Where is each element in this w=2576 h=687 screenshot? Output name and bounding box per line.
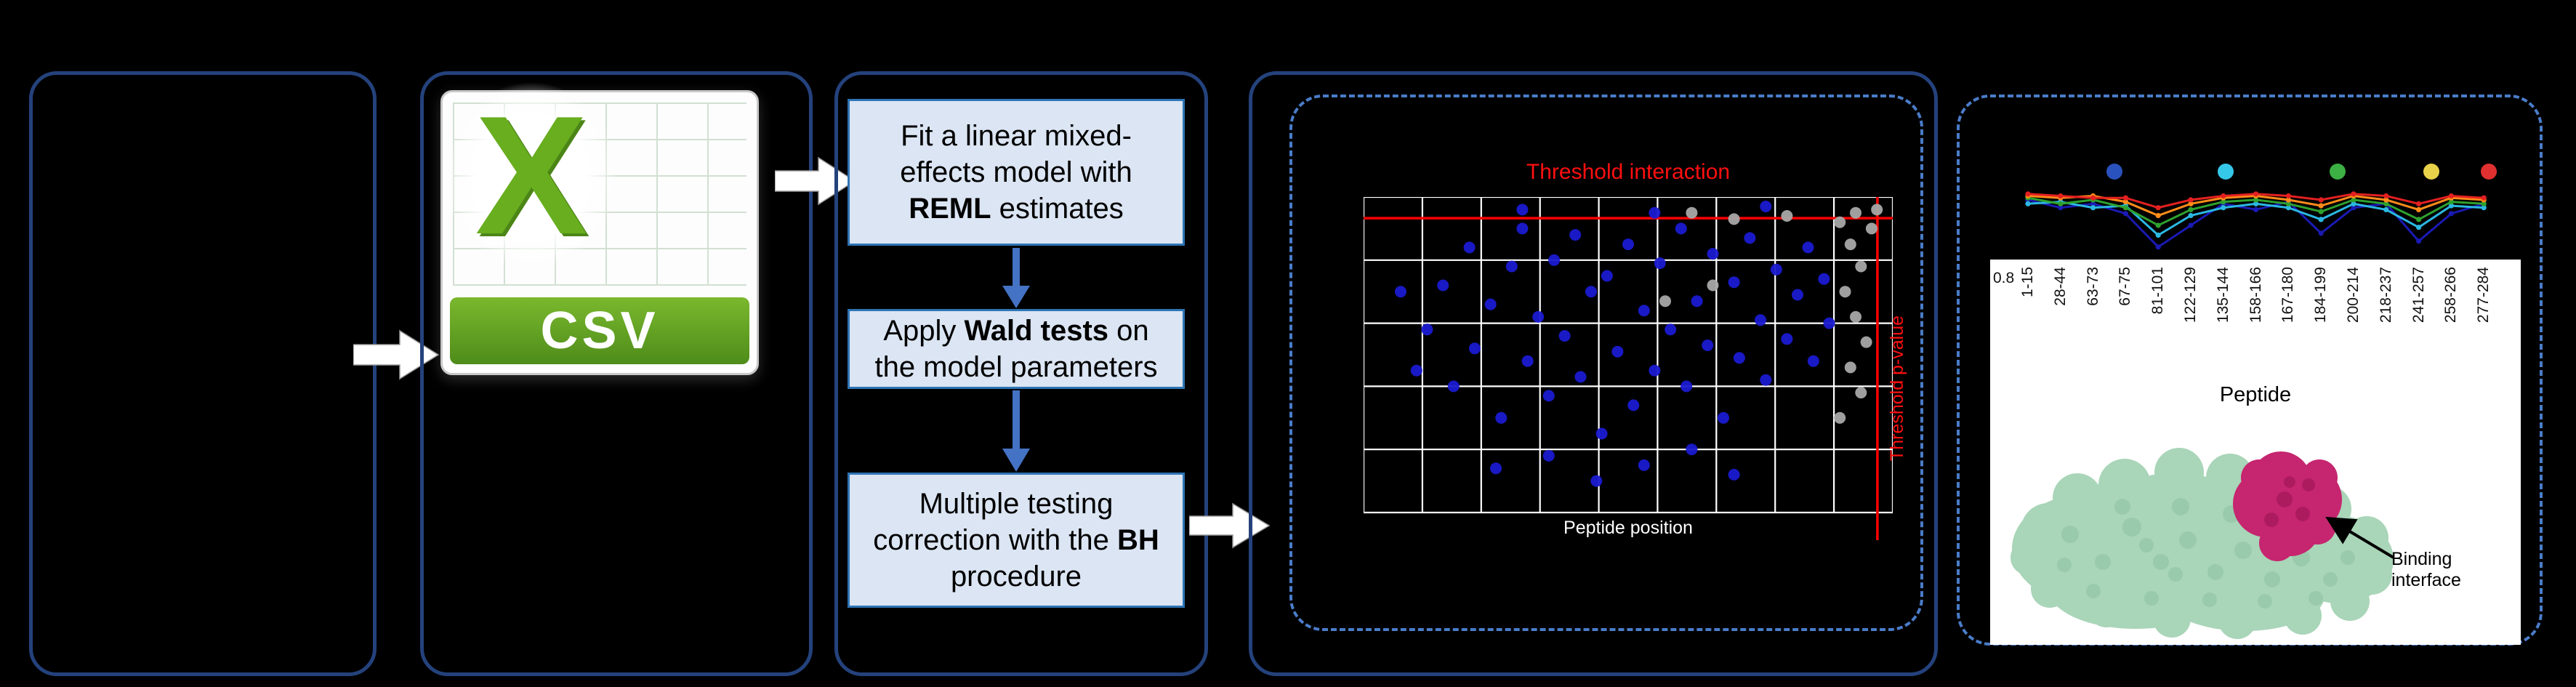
binding-interface-texture [2264,476,2315,527]
down-arrow-1-icon [1002,248,1030,308]
protein-surface-texture [2057,498,2355,608]
csv-banner: CSV [450,297,749,364]
peptide-tick-label: 277-284 [2475,267,2492,324]
excel-x-logo: X [444,82,619,271]
peptide-tick-label: 1-15 [2019,267,2036,298]
panel-csv-file [420,71,813,676]
peptide-tick-label: 81-101 [2149,267,2167,315]
peptide-tick-label: 63-73 [2084,267,2101,306]
step-text: Fit a linear mixed-effects model with RE… [861,118,1171,227]
step-wald-tests: Apply Wald tests on the model parameters [848,309,1185,389]
peptide-tick-label: 135-144 [2214,267,2231,324]
scatter-x-axis-label: Peptide position [1563,518,1693,538]
panel-input [29,71,377,676]
panel-statistical-workflow [834,71,1208,676]
scatter-threshold-interaction-label: Threshold interaction [1526,160,1731,184]
peptide-axis-card: 0.8 1-15 28-44 63-73 67-75 81-101 122-129 135-… [1990,260,2521,645]
peptide-tick-label: 167-180 [2279,267,2297,324]
down-arrow-2-icon [1002,390,1030,472]
peptide-tick-label: 67-75 [2117,267,2134,306]
step-reml-model: Fit a linear mixed-effects model with RE… [848,99,1185,246]
binding-interface-arrow-icon [2325,516,2395,559]
step-text-before: Apply [883,315,965,347]
peptide-tick-label: 158-166 [2247,267,2264,324]
step-text-before: Multiple testing correction with the [873,488,1117,556]
peptide-tick-label: 241-257 [2410,267,2427,324]
y-axis-tick-label: 0.8 [1993,270,2015,286]
interaction-scatter-plot [1364,197,1893,540]
step-text-before: Fit a linear mixed-effects model with [900,120,1132,188]
step-text-bold: Wald tests [964,315,1109,347]
step-text: Multiple testing correction with the BH … [861,486,1171,595]
step-text-after: estimates [991,193,1124,225]
step-text-bold: REML [909,193,991,225]
peptide-tick-label: 258-266 [2442,267,2460,324]
peptide-tick-label: 200-214 [2345,267,2362,324]
peptide-tick-label: 184-199 [2312,267,2330,324]
step-text-after: on the model parameters [874,315,1158,383]
results-dashed-frame [1289,95,1923,631]
binding-interface-label: Binding interface [2391,549,2461,590]
peptide-tick-label: 28-44 [2051,267,2069,306]
peptide-axis-title: Peptide [2219,383,2292,406]
csv-page: X CSV [440,82,759,375]
step-text-after: procedure [950,561,1082,592]
step-text: Apply Wald tests on the model parameters [861,313,1171,385]
scatter-threshold-pvalue-label: Threshold p-value [1887,315,1907,462]
csv-banner-label: CSV [540,302,659,360]
panel-results [1249,71,1938,676]
peptide-tick-label: 122-129 [2182,267,2199,324]
protein-structure [2011,448,2395,639]
peptide-tick-label: 218-237 [2377,267,2394,324]
step-bh-correction: Multiple testing correction with the BH … [848,473,1185,608]
flow-arrow-1-icon [353,329,440,380]
peptide-line-chart [2025,164,2497,250]
step-text-bold: BH [1116,524,1159,556]
csv-file-icon: X CSV [440,82,759,375]
